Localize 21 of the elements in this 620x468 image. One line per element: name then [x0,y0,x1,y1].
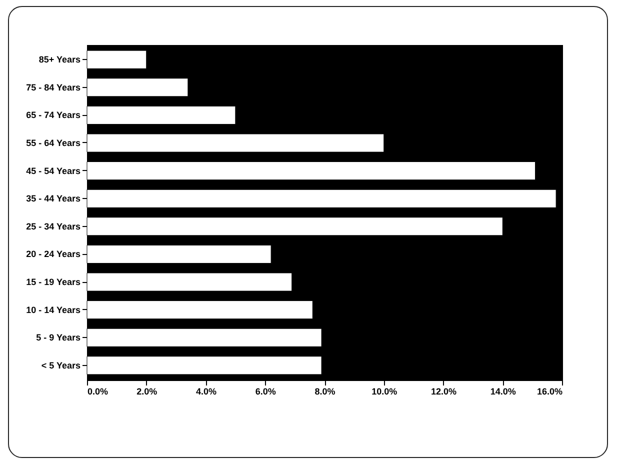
x-tick-label: 6.0% [255,386,276,396]
y-tick-label: 15 - 19 Years [26,277,80,287]
x-tick-label: 0.0% [88,386,108,396]
x-tick-label: 10.0% [372,386,398,396]
y-tick-label: 25 - 34 Years [26,221,80,232]
x-tick-label: 4.0% [196,386,217,396]
y-tick-label: 10 - 14 Years [26,304,80,315]
x-tick-label: 14.0% [490,386,516,396]
x-tick-label: 12.0% [430,386,457,396]
x-tick-label: 16.0% [536,386,562,396]
x-tick-label: 8.0% [314,386,336,396]
y-tick-label: 65 - 74 Years [26,110,80,120]
x-tick-label: 2.0% [136,386,158,396]
y-tick-label: 20 - 24 Years [26,249,80,260]
y-tick-label: < 5 Years [41,360,80,370]
y-tick-label: 5 - 9 Years [36,332,80,343]
y-tick-label: 35 - 44 Years [26,194,80,204]
y-tick-label: 85+ Years [38,54,80,65]
y-tick-label: 75 - 84 Years [26,82,80,92]
y-tick-label: 45 - 54 Years [26,166,80,176]
y-tick-label: 55 - 64 Years [26,138,80,148]
